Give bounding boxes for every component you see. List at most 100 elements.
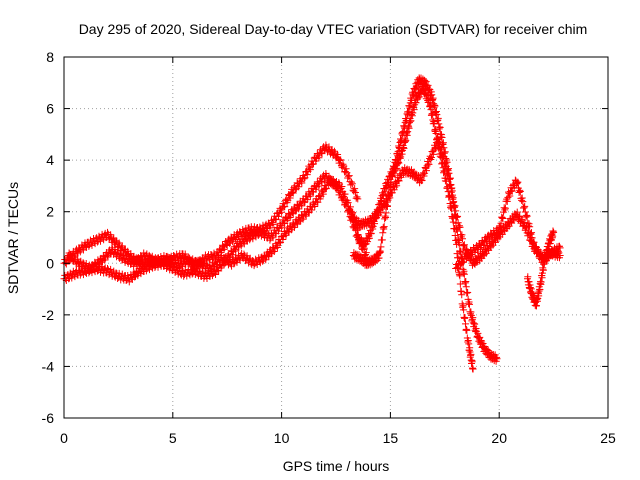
data-point: [453, 213, 461, 221]
data-point: [203, 260, 211, 268]
data-point: [89, 265, 97, 273]
data-point: [526, 230, 534, 238]
data-point: [456, 272, 464, 280]
data-point: [115, 239, 123, 247]
data-point: [436, 138, 444, 146]
y-tick-label: -6: [42, 410, 55, 426]
data-point: [337, 156, 345, 164]
data-point: [308, 206, 316, 214]
data-point: [497, 219, 505, 227]
y-tick-label: -2: [42, 307, 55, 323]
data-point: [338, 183, 346, 191]
data-point: [541, 258, 549, 266]
data-point: [341, 190, 349, 198]
data-point: [522, 213, 530, 221]
data-point: [523, 211, 531, 219]
data-point: [460, 242, 468, 250]
data-point: [462, 253, 470, 261]
data-point: [386, 194, 394, 202]
data-point: [351, 185, 359, 193]
data-point: [444, 169, 452, 177]
data-point: [297, 200, 305, 208]
data-point: [278, 232, 286, 240]
data-point: [344, 172, 352, 180]
data-point: [286, 214, 294, 222]
data-point: [68, 274, 76, 282]
data-point: [465, 340, 473, 348]
data-point: [455, 222, 463, 230]
data-point: [306, 164, 314, 172]
data-point: [118, 244, 126, 252]
data-point: [291, 223, 299, 231]
series-track-c: [64, 174, 362, 275]
series-track-g: [452, 176, 564, 273]
data-point: [404, 128, 412, 136]
data-point: [273, 244, 281, 252]
data-point: [449, 194, 457, 202]
data-point: [468, 358, 476, 366]
data-point: [536, 286, 544, 294]
data-point: [132, 258, 140, 266]
data-point: [447, 181, 455, 189]
data-point: [220, 245, 228, 253]
data-point: [462, 283, 470, 291]
x-axis-label: GPS time / hours: [283, 458, 390, 474]
data-point: [528, 229, 536, 237]
data-point: [354, 195, 362, 203]
x-tick-label: 0: [60, 430, 68, 446]
data-point: [148, 252, 156, 260]
data-point: [513, 180, 521, 188]
plot-frame: [63, 56, 609, 419]
data-point: [439, 154, 447, 162]
data-point: [377, 243, 385, 251]
data-point: [418, 176, 426, 184]
data-point: [556, 242, 564, 250]
data-point: [469, 365, 477, 373]
data-point: [254, 231, 262, 239]
data-point: [322, 185, 330, 193]
data-point: [454, 212, 462, 220]
data-point: [449, 218, 457, 226]
data-point: [120, 252, 128, 259]
x-tick-label: 25: [600, 430, 616, 446]
data-point: [246, 236, 254, 244]
data-point: [432, 144, 440, 152]
data-point: [348, 180, 356, 188]
data-point: [336, 156, 344, 164]
data-point: [86, 266, 94, 274]
data-point: [245, 256, 253, 264]
data-point: [430, 119, 438, 127]
data-point: [525, 220, 533, 228]
data-point: [367, 229, 375, 237]
data-point: [338, 164, 346, 172]
data-point: [422, 167, 430, 175]
data-point: [526, 223, 534, 231]
data-point: [461, 320, 469, 328]
data-point: [269, 234, 277, 242]
data-point: [452, 207, 460, 215]
data-point: [108, 244, 116, 252]
data-point: [240, 250, 248, 258]
data-point: [334, 150, 342, 158]
data-point: [496, 224, 504, 232]
data-point: [352, 194, 360, 202]
data-point: [400, 144, 408, 152]
data-point: [498, 213, 506, 221]
data-point: [456, 280, 464, 288]
data-point: [378, 236, 386, 244]
data-point: [454, 254, 462, 262]
data-point: [288, 209, 296, 217]
data-point: [250, 262, 258, 270]
data-point: [436, 124, 444, 132]
data-point: [457, 247, 465, 255]
data-point: [456, 261, 464, 269]
data-point: [95, 259, 103, 267]
data-point: [393, 182, 401, 190]
data-point: [79, 259, 87, 267]
data-point: [62, 259, 70, 267]
data-point: [447, 205, 455, 213]
data-point: [65, 275, 73, 283]
data-point: [300, 175, 308, 183]
data-point: [524, 219, 532, 227]
data-point: [395, 177, 403, 185]
